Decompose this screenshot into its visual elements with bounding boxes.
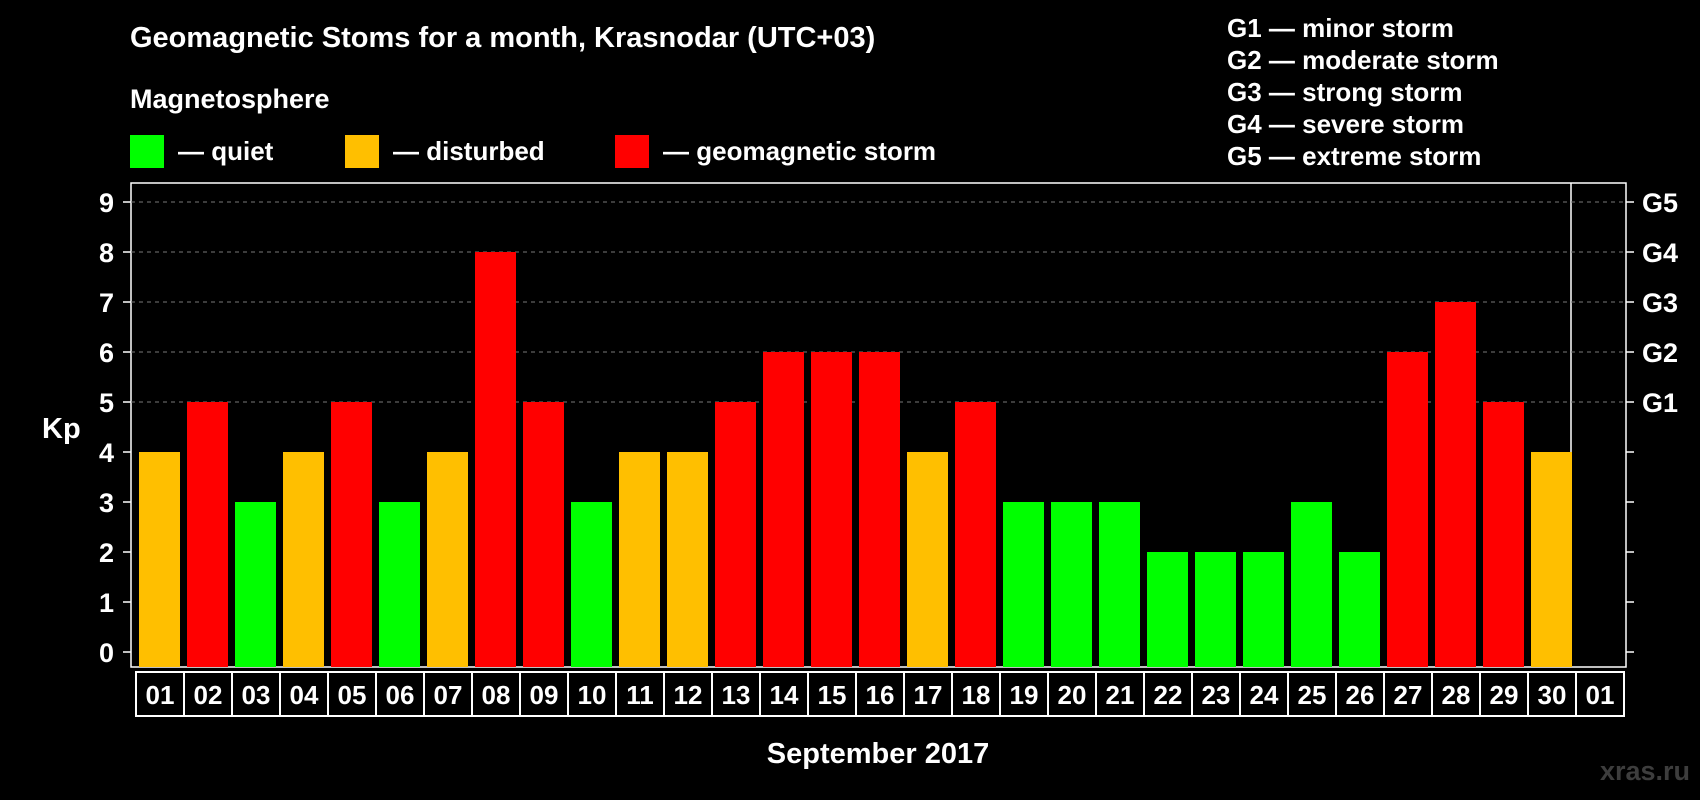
x-tick-label: 26 bbox=[1346, 680, 1375, 710]
y-tick-label: 1 bbox=[99, 588, 114, 618]
right-axis-label: G2 bbox=[1642, 338, 1678, 368]
bar bbox=[1387, 352, 1428, 667]
legend-swatch-quiet bbox=[130, 134, 164, 168]
y-tick-label: 5 bbox=[99, 388, 114, 418]
right-axis-label: G4 bbox=[1642, 238, 1678, 268]
g-scale-item: G2 — moderate storm bbox=[1227, 45, 1499, 75]
legend-label-quiet: — quiet bbox=[178, 135, 274, 166]
y-tick-label: 4 bbox=[99, 438, 114, 468]
x-tick-label: 03 bbox=[242, 680, 271, 710]
bar bbox=[1435, 302, 1476, 667]
x-tick-label: 10 bbox=[578, 680, 607, 710]
x-tick-label: 29 bbox=[1490, 680, 1519, 710]
x-tick-label: 06 bbox=[386, 680, 415, 710]
bar bbox=[1147, 552, 1188, 667]
y-tick-label: 6 bbox=[99, 338, 114, 368]
bar bbox=[1195, 552, 1236, 667]
legend-item-disturbed: — disturbed bbox=[345, 134, 545, 168]
bar bbox=[235, 502, 276, 667]
bar bbox=[1483, 402, 1524, 667]
bar bbox=[379, 502, 420, 667]
x-tick-label: 20 bbox=[1058, 680, 1087, 710]
x-tick-label: 23 bbox=[1202, 680, 1231, 710]
x-tick-label: 16 bbox=[866, 680, 895, 710]
y-tick-label: 0 bbox=[99, 638, 114, 668]
y-tick-label: 3 bbox=[99, 488, 114, 518]
x-tick-label: 11 bbox=[626, 680, 654, 710]
x-tick-label: 13 bbox=[722, 680, 751, 710]
x-tick-label: 22 bbox=[1154, 680, 1183, 710]
y-tick-label: 2 bbox=[99, 538, 114, 568]
right-axis-label: G1 bbox=[1642, 388, 1678, 418]
g-scale-item: G3 — strong storm bbox=[1227, 77, 1463, 107]
legend-item-storm: — geomagnetic storm bbox=[615, 134, 936, 168]
x-axis-label: September 2017 bbox=[767, 738, 989, 770]
bar bbox=[187, 402, 228, 667]
bar bbox=[427, 452, 468, 667]
bar bbox=[523, 402, 564, 667]
bar bbox=[811, 352, 852, 667]
x-tick-label: 12 bbox=[674, 680, 703, 710]
legend-item-quiet: — quiet bbox=[130, 134, 273, 168]
bar bbox=[907, 452, 948, 667]
chart-title: Geomagnetic Stoms for a month, Krasnodar… bbox=[130, 22, 876, 54]
legend-swatch-storm bbox=[615, 134, 649, 168]
x-tick-label: 18 bbox=[962, 680, 991, 710]
legend-label-storm: — geomagnetic storm bbox=[663, 135, 937, 166]
x-tick-label: 05 bbox=[338, 680, 367, 710]
x-tick-label: 17 bbox=[914, 680, 943, 710]
x-tick-label: 19 bbox=[1010, 680, 1039, 710]
bar bbox=[1531, 452, 1572, 667]
bar bbox=[1051, 502, 1092, 667]
legend-subtitle: Magnetosphere bbox=[130, 84, 330, 114]
watermark: xras.ru bbox=[1599, 756, 1690, 786]
y-tick-label: 8 bbox=[99, 238, 114, 268]
legend-swatch-disturbed bbox=[345, 134, 379, 168]
right-axis-label: G3 bbox=[1642, 288, 1678, 318]
y-axis-label: Kp bbox=[42, 413, 81, 445]
bar bbox=[139, 452, 180, 667]
bar bbox=[1003, 502, 1044, 667]
bar bbox=[955, 402, 996, 667]
bar bbox=[571, 502, 612, 667]
g-scale-legend: G1 — minor storm G2 — moderate storm G3 … bbox=[1227, 12, 1499, 172]
x-tick-label: 21 bbox=[1106, 680, 1135, 710]
bar bbox=[859, 352, 900, 667]
bar bbox=[763, 352, 804, 667]
y-tick-label: 9 bbox=[99, 188, 114, 218]
legend-label-disturbed: — disturbed bbox=[393, 135, 545, 166]
bar bbox=[1243, 552, 1284, 667]
x-tick-label: 25 bbox=[1298, 680, 1327, 710]
x-tick-label: 24 bbox=[1250, 680, 1279, 710]
bar bbox=[619, 452, 660, 667]
bar bbox=[1291, 502, 1332, 667]
x-tick-label: 27 bbox=[1394, 680, 1423, 710]
x-tick-label: 08 bbox=[482, 680, 511, 710]
x-tick-label: 15 bbox=[818, 680, 847, 710]
x-tick-label: 09 bbox=[530, 680, 559, 710]
x-tick-label: 01 bbox=[1586, 680, 1615, 710]
x-tick-label: 04 bbox=[290, 680, 319, 710]
bar bbox=[1339, 552, 1380, 667]
g-scale-item: G4 — severe storm bbox=[1227, 109, 1465, 139]
x-tick-label: 14 bbox=[770, 680, 799, 710]
bar bbox=[331, 402, 372, 667]
day-row-frame bbox=[135, 671, 1625, 717]
x-tick-label: 07 bbox=[434, 680, 463, 710]
bar bbox=[475, 252, 516, 667]
bar bbox=[715, 402, 756, 667]
bar bbox=[667, 452, 708, 667]
x-tick-label: 01 bbox=[146, 680, 175, 710]
x-tick-label: 02 bbox=[194, 680, 223, 710]
y-tick-label: 7 bbox=[99, 288, 114, 318]
x-tick-label: 28 bbox=[1442, 680, 1471, 710]
bar bbox=[283, 452, 324, 667]
x-tick-label: 30 bbox=[1538, 680, 1567, 710]
bar bbox=[1099, 502, 1140, 667]
g-scale-item: G5 — extreme storm bbox=[1227, 141, 1482, 171]
g-scale-item: G1 — minor storm bbox=[1227, 13, 1454, 43]
right-axis-label: G5 bbox=[1642, 188, 1678, 218]
